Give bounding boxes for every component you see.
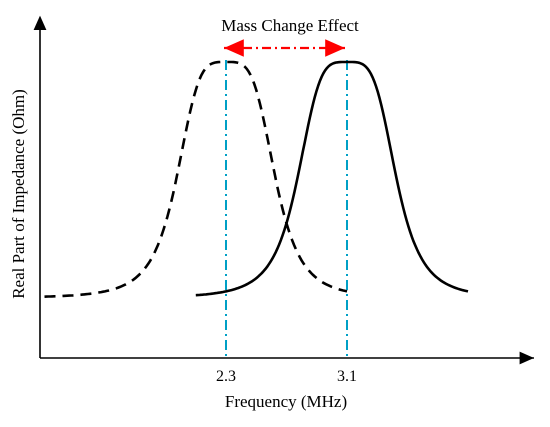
y-axis-label: Real Part of Impedance (Ohm) (9, 89, 28, 299)
series-line-before-mass-change (44, 60, 348, 298)
x-axis-label: Frequency (MHz) (225, 392, 347, 411)
chart-title: Mass Change Effect (221, 16, 359, 35)
series-line-after-mass-change (195, 60, 469, 297)
x-tick-label-1: 2.3 (216, 368, 236, 385)
x-tick-label-2: 3.1 (337, 368, 357, 385)
